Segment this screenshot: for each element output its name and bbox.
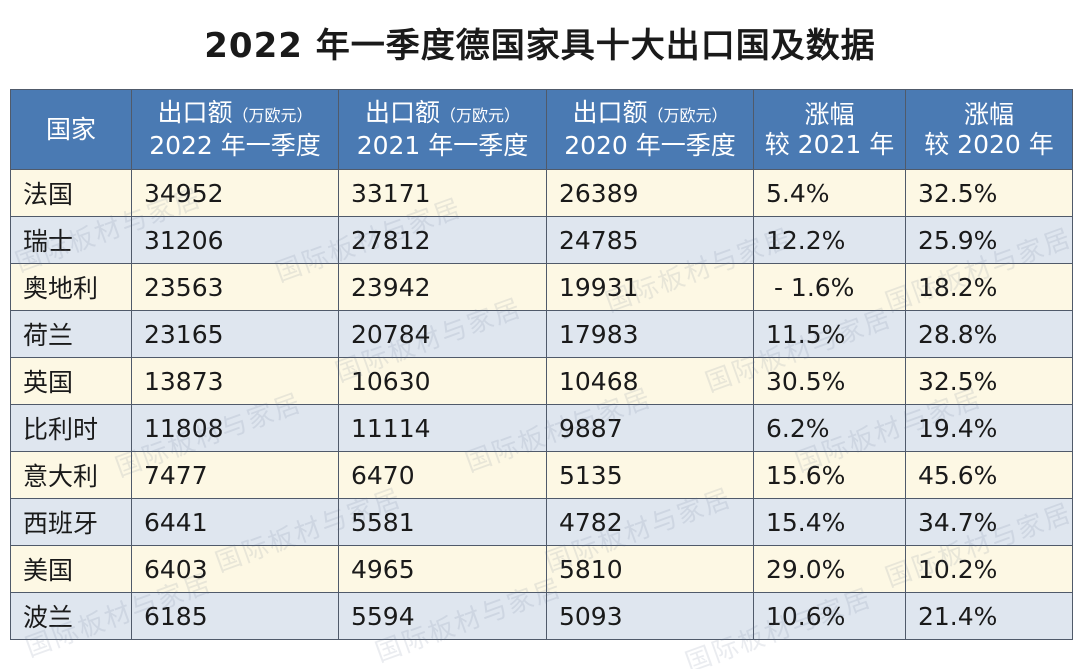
header-export-2020: 出口额（万欧元） 2020 年一季度 [546,89,754,170]
cell-export-2021: 20784 [338,310,547,358]
table-row: 西班牙 6441 5581 4782 15.4% 34.7% [10,498,1073,546]
export-data-table: 国家 出口额（万欧元） 2022 年一季度 出口额（万欧元） 2021 年一季度… [10,89,1073,640]
cell-country: 英国 [10,357,132,405]
cell-export-2020: 10468 [546,357,754,405]
header-country: 国家 [10,89,132,170]
cell-export-2022: 6185 [131,592,339,640]
cell-export-2020: 9887 [546,404,754,452]
cell-country: 比利时 [10,404,132,452]
cell-country: 意大利 [10,451,132,499]
cell-country: 西班牙 [10,498,132,546]
cell-export-2020: 19931 [546,263,754,311]
cell-growth-vs-2021: 30.5% [753,357,906,405]
cell-export-2021: 10630 [338,357,547,405]
header-label: 涨幅 [963,99,1014,129]
cell-country: 美国 [10,545,132,593]
table-row: 美国 6403 4965 5810 29.0% 10.2% [10,545,1073,593]
cell-growth-vs-2021: 5.4% [753,169,906,217]
header-period: 较 2021 年 [764,129,895,159]
cell-export-2021: 5594 [338,592,547,640]
cell-country: 法国 [10,169,132,217]
table-row: 法国 34952 33171 26389 5.4% 32.5% [10,169,1073,217]
cell-export-2021: 4965 [338,545,547,593]
cell-growth-vs-2020: 32.5% [905,357,1073,405]
cell-growth-vs-2020: 34.7% [905,498,1073,546]
header-period: 较 2020 年 [924,129,1054,159]
cell-export-2022: 6403 [131,545,339,593]
cell-export-2021: 6470 [338,451,547,499]
cell-export-2021: 23942 [338,263,547,311]
cell-export-2021: 33171 [338,169,547,217]
cell-export-2022: 13873 [131,357,339,405]
cell-export-2022: 34952 [131,169,339,217]
cell-country: 瑞士 [10,216,132,264]
cell-export-2020: 26389 [546,169,754,217]
cell-country: 荷兰 [10,310,132,358]
cell-export-2020: 5093 [546,592,754,640]
cell-country: 奥地利 [10,263,132,311]
header-unit: （万欧元） [440,106,521,125]
header-growth-vs-2021: 涨幅 较 2021 年 [753,89,906,170]
header-label: 出口额 [364,98,440,127]
header-label: 涨幅 [804,99,855,129]
header-export-2022: 出口额（万欧元） 2022 年一季度 [131,89,339,170]
header-unit: （万欧元） [647,106,728,125]
cell-export-2021: 11114 [338,404,547,452]
cell-export-2022: 23563 [131,263,339,311]
cell-export-2022: 11808 [131,404,339,452]
table-row: 比利时 11808 11114 9887 6.2% 19.4% [10,404,1073,452]
cell-growth-vs-2020: 19.4% [905,404,1073,452]
page-title: 2022 年一季度德国家具十大出口国及数据 [204,26,876,66]
cell-export-2022: 7477 [131,451,339,499]
cell-country: 波兰 [10,592,132,640]
cell-export-2021: 5581 [338,498,547,546]
header-growth-vs-2020: 涨幅 较 2020 年 [905,89,1073,170]
cell-export-2020: 17983 [546,310,754,358]
table-row: 英国 13873 10630 10468 30.5% 32.5% [10,357,1073,405]
cell-export-2021: 27812 [338,216,547,264]
header-unit: （万欧元） [232,106,313,125]
table-row: 瑞士 31206 27812 24785 12.2% 25.9% [10,216,1073,264]
cell-growth-vs-2021: 12.2% [753,216,906,264]
header-period: 2021 年一季度 [356,131,529,160]
cell-growth-vs-2021: 15.6% [753,451,906,499]
cell-growth-vs-2021: 6.2% [753,404,906,452]
cell-growth-vs-2020: 45.6% [905,451,1073,499]
cell-growth-vs-2021: 15.4% [753,498,906,546]
table-header-row: 国家 出口额（万欧元） 2022 年一季度 出口额（万欧元） 2021 年一季度… [10,89,1073,170]
table-row: 意大利 7477 6470 5135 15.6% 45.6% [10,451,1073,499]
cell-growth-vs-2021: 10.6% [753,592,906,640]
cell-growth-vs-2020: 10.2% [905,545,1073,593]
table-row: 奥地利 23563 23942 19931 - 1.6% 18.2% [10,263,1073,311]
header-period: 2022 年一季度 [149,131,321,160]
cell-export-2020: 4782 [546,498,754,546]
cell-export-2022: 23165 [131,310,339,358]
table-row: 波兰 6185 5594 5093 10.6% 21.4% [10,592,1073,640]
table-row: 荷兰 23165 20784 17983 11.5% 28.8% [10,310,1073,358]
cell-growth-vs-2021: 29.0% [753,545,906,593]
cell-growth-vs-2020: 21.4% [905,592,1073,640]
cell-export-2022: 31206 [131,216,339,264]
cell-growth-vs-2021: 11.5% [753,310,906,358]
cell-growth-vs-2020: 32.5% [905,169,1073,217]
cell-growth-vs-2020: 25.9% [905,216,1073,264]
cell-export-2020: 5135 [546,451,754,499]
header-label: 出口额 [157,98,233,127]
cell-export-2020: 24785 [546,216,754,264]
header-country-label: 国家 [45,114,96,144]
cell-growth-vs-2020: 18.2% [905,263,1073,311]
header-label: 出口额 [572,98,648,127]
cell-export-2022: 6441 [131,498,339,546]
cell-growth-vs-2020: 28.8% [905,310,1073,358]
cell-export-2020: 5810 [546,545,754,593]
header-export-2021: 出口额（万欧元） 2021 年一季度 [338,89,547,170]
header-period: 2020 年一季度 [564,131,736,160]
cell-growth-vs-2021: - 1.6% [753,263,906,311]
